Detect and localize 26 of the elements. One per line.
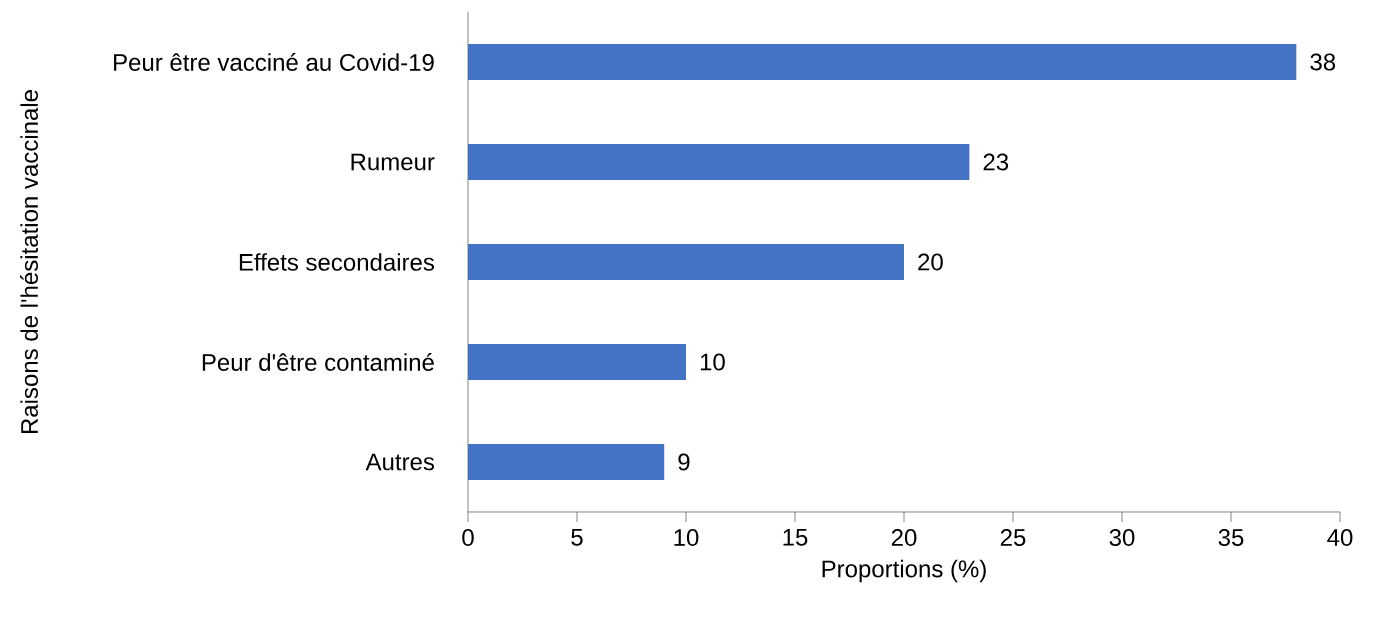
- data-label: 9: [678, 453, 690, 471]
- y-tick-label: Peur être vacciné au Covid-19: [114, 53, 434, 71]
- y-tick-label: Autres: [365, 453, 435, 471]
- data-label: 20: [918, 253, 943, 271]
- y-tick-label: Peur d'être contaminé: [202, 353, 434, 371]
- x-tick-label: 15: [783, 529, 808, 546]
- y-tick-label: Rumeur: [351, 153, 435, 171]
- x-tick-label: 0: [462, 529, 474, 547]
- x-tick-label: 35: [1218, 529, 1244, 547]
- data-label: 23: [983, 153, 1009, 171]
- bar: [468, 43, 1297, 80]
- x-tick-label: 25: [1000, 529, 1026, 547]
- bar: [468, 443, 665, 480]
- data-label: 38: [1310, 53, 1336, 71]
- bar: [468, 143, 970, 180]
- y-tick-label: Effets secondaires: [239, 253, 435, 271]
- x-tick-label: 10: [674, 529, 699, 547]
- x-axis-title: Proportions (%): [822, 559, 986, 583]
- y-axis-title: Raisons de l'hésitation vaccinale: [20, 90, 38, 434]
- x-tick-label: 30: [1109, 529, 1135, 547]
- x-tick-label: 40: [1327, 529, 1353, 547]
- bar: [468, 343, 686, 380]
- data-label: 10: [700, 353, 725, 371]
- x-tick-label: 20: [891, 529, 917, 547]
- bar: [468, 243, 904, 280]
- x-tick-label: 5: [571, 529, 583, 546]
